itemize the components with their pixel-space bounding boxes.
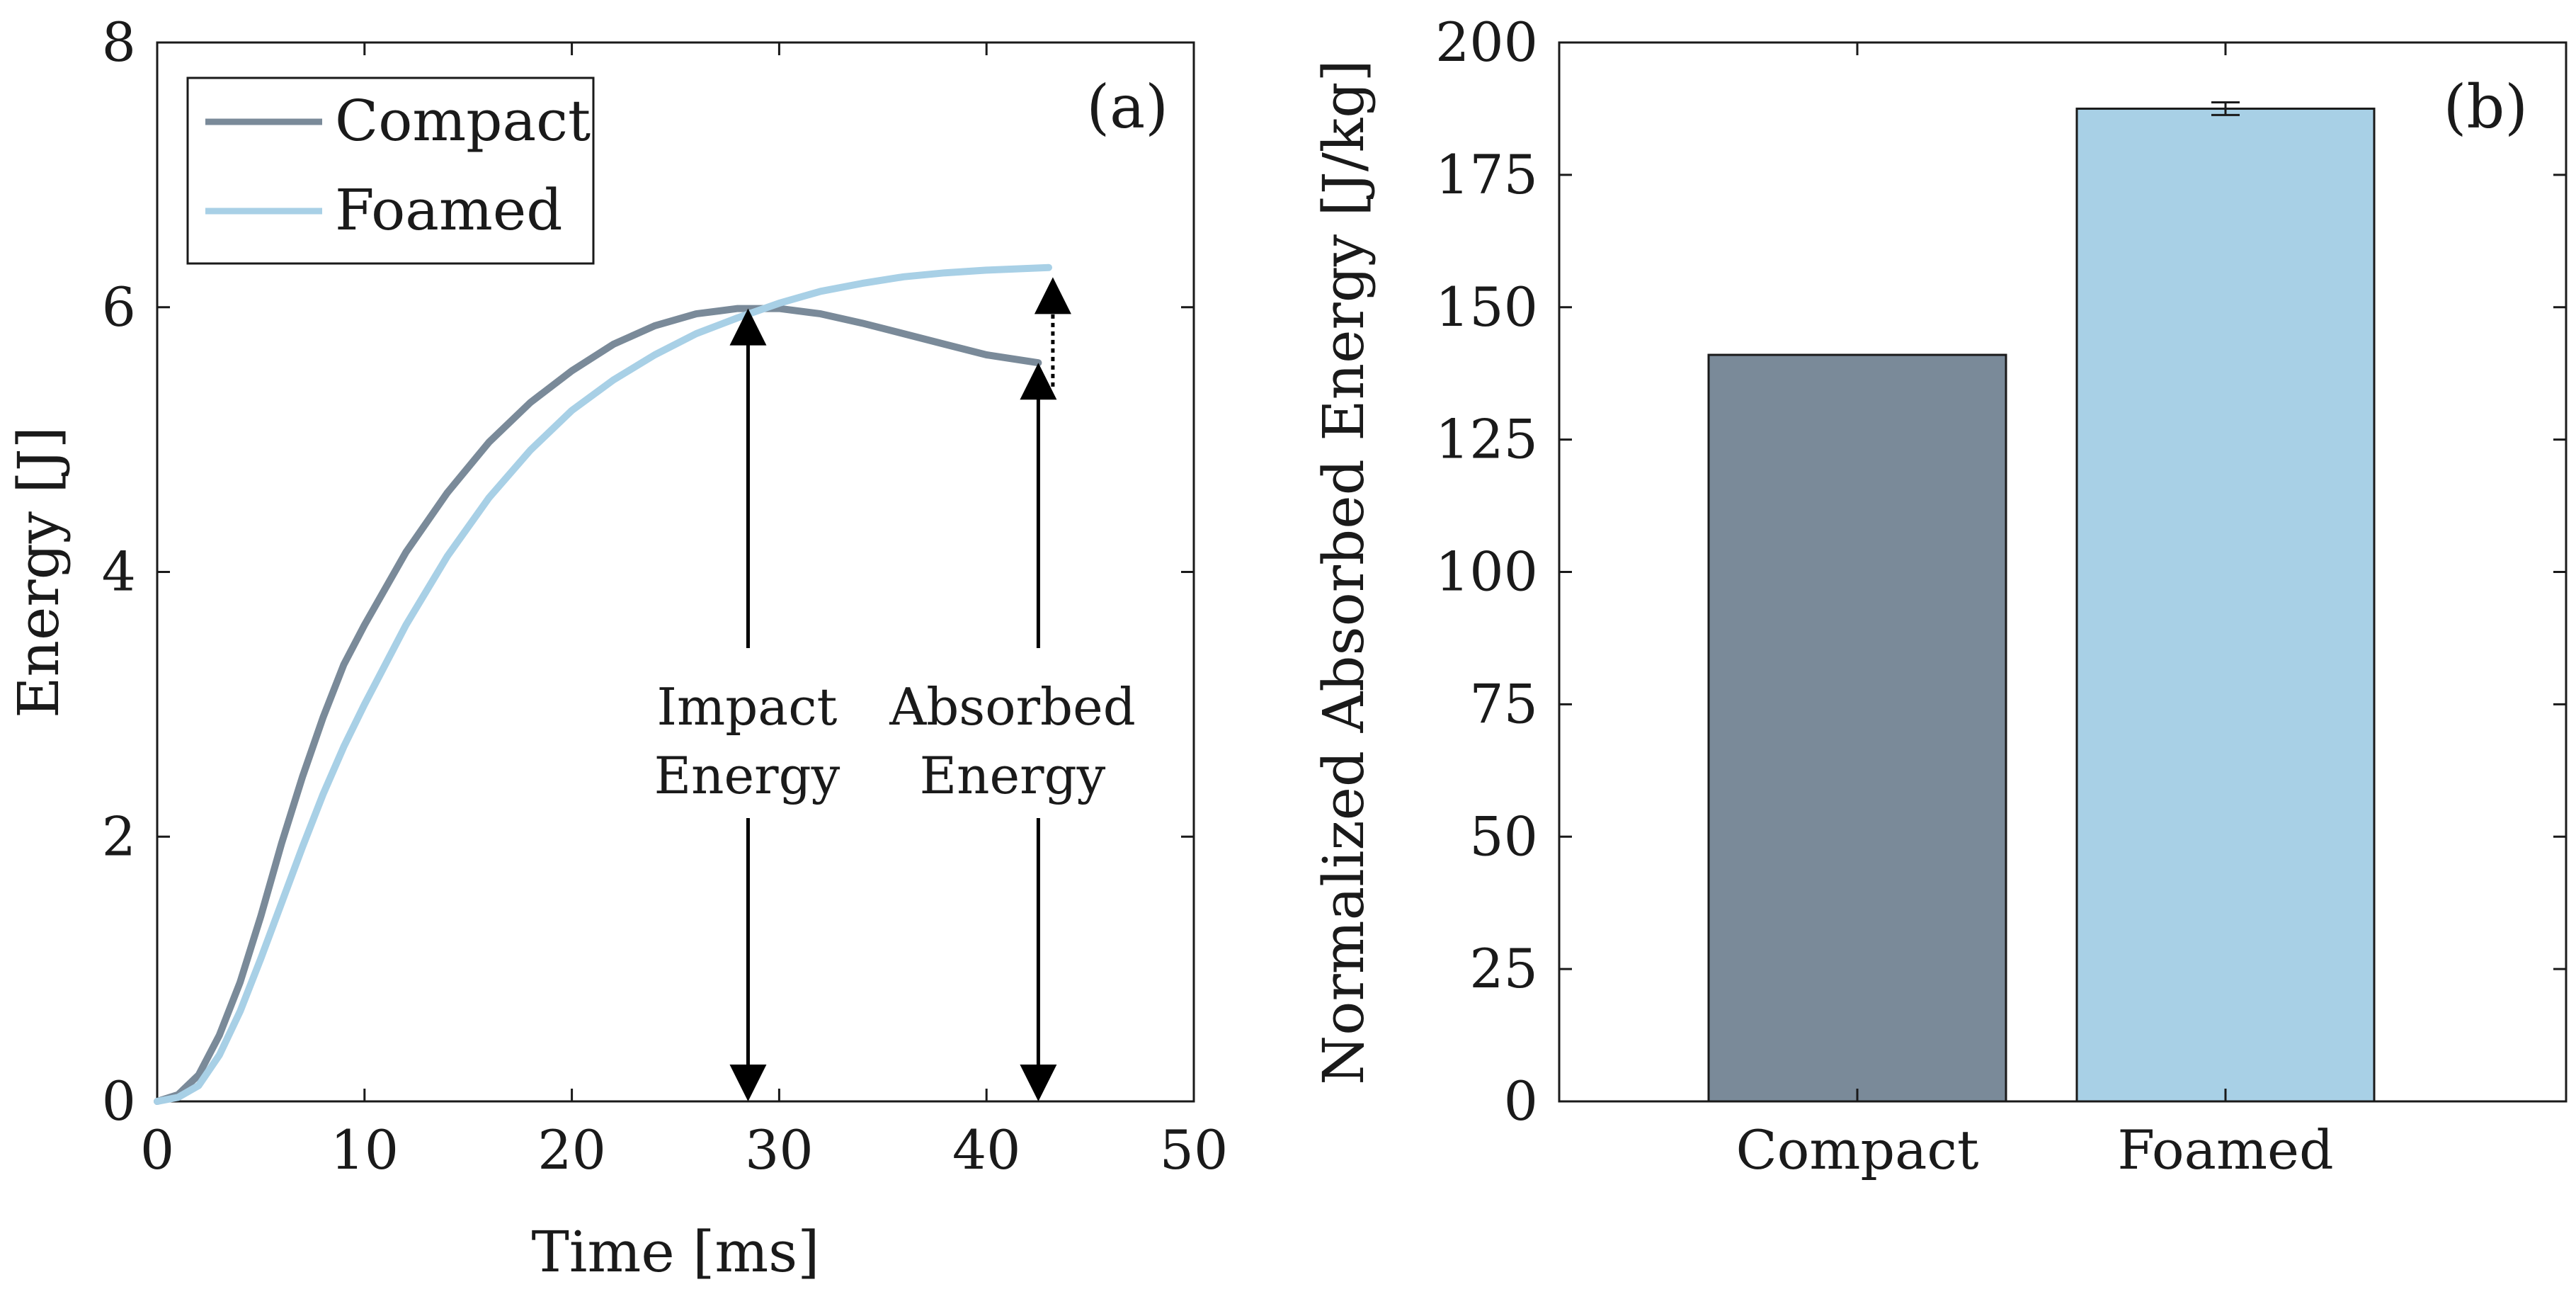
x-tick-label: 50 bbox=[1160, 1118, 1229, 1181]
absorbed-energy-label-line2: Energy bbox=[920, 746, 1106, 805]
y-tick-label: 200 bbox=[1435, 11, 1538, 74]
x-tick-label: 10 bbox=[330, 1118, 399, 1181]
x-category-label-compact: Compact bbox=[1736, 1118, 1978, 1181]
absorbed-energy-arrow-arrowhead-down bbox=[1020, 1065, 1057, 1101]
y-tick-label: 50 bbox=[1469, 805, 1538, 868]
series-line-foamed bbox=[154, 263, 1052, 1105]
legend-label-compact: Compact bbox=[335, 88, 591, 154]
y-tick-label: 125 bbox=[1435, 408, 1538, 471]
y-tick-label: 175 bbox=[1435, 143, 1538, 206]
bar-compact bbox=[1707, 353, 2007, 1103]
y-tick-label: 2 bbox=[102, 805, 136, 868]
absorbed-energy-arrow-arrowhead-up bbox=[1020, 363, 1057, 400]
x-tick-label: 30 bbox=[745, 1118, 814, 1181]
y-tick-label: 0 bbox=[1504, 1070, 1538, 1133]
y-tick-label: 75 bbox=[1469, 672, 1538, 735]
legend-box bbox=[186, 76, 595, 265]
panel-b-y-axis-title: Normalized Absorbed Energy [J/kg] bbox=[1311, 59, 1377, 1084]
panel-a-y-axis-title: Energy [J] bbox=[6, 426, 72, 718]
legend: Compact Foamed bbox=[186, 76, 595, 265]
panel-a-line-chart: 0 10 20 30 40 50 0 2 4 6 8 Compact Foamed (a) Impa… bbox=[6, 11, 1228, 1285]
x-category-label-foamed: Foamed bbox=[2117, 1118, 2333, 1181]
panel-b-bar-chart: Compact Foamed 0 25 50 75 100 125 150 175 200 (b)… bbox=[1311, 11, 2568, 1181]
impact-energy-label-line2: Energy bbox=[654, 746, 840, 805]
absorbed-energy-label-line1: Absorbed bbox=[889, 677, 1136, 737]
y-tick-label: 6 bbox=[102, 276, 136, 339]
panel-a-label: (a) bbox=[1086, 72, 1168, 142]
series-line-compact bbox=[154, 305, 1042, 1105]
impact-energy-arrow-arrowhead-up bbox=[729, 308, 767, 346]
bar-foamed bbox=[2075, 107, 2376, 1103]
x-tick-label: 40 bbox=[952, 1118, 1021, 1181]
y-tick-label: 100 bbox=[1435, 540, 1538, 603]
panel-b-label: (b) bbox=[2444, 72, 2528, 142]
absorbed-difference-arrowhead bbox=[1034, 277, 1071, 314]
x-tick-label: 20 bbox=[537, 1118, 606, 1181]
y-tick-label: 0 bbox=[102, 1070, 136, 1133]
legend-label-foamed: Foamed bbox=[335, 177, 562, 243]
y-tick-label: 8 bbox=[102, 11, 136, 74]
impact-energy-label-line1: Impact bbox=[657, 677, 838, 737]
panel-a-x-axis-title: Time [ms] bbox=[532, 1219, 820, 1285]
y-tick-label: 4 bbox=[102, 540, 136, 603]
impact-energy-arrow-arrowhead-down bbox=[729, 1065, 767, 1101]
y-tick-label: 150 bbox=[1435, 276, 1538, 339]
x-tick-label: 0 bbox=[140, 1118, 174, 1181]
y-tick-label: 25 bbox=[1469, 937, 1538, 1000]
